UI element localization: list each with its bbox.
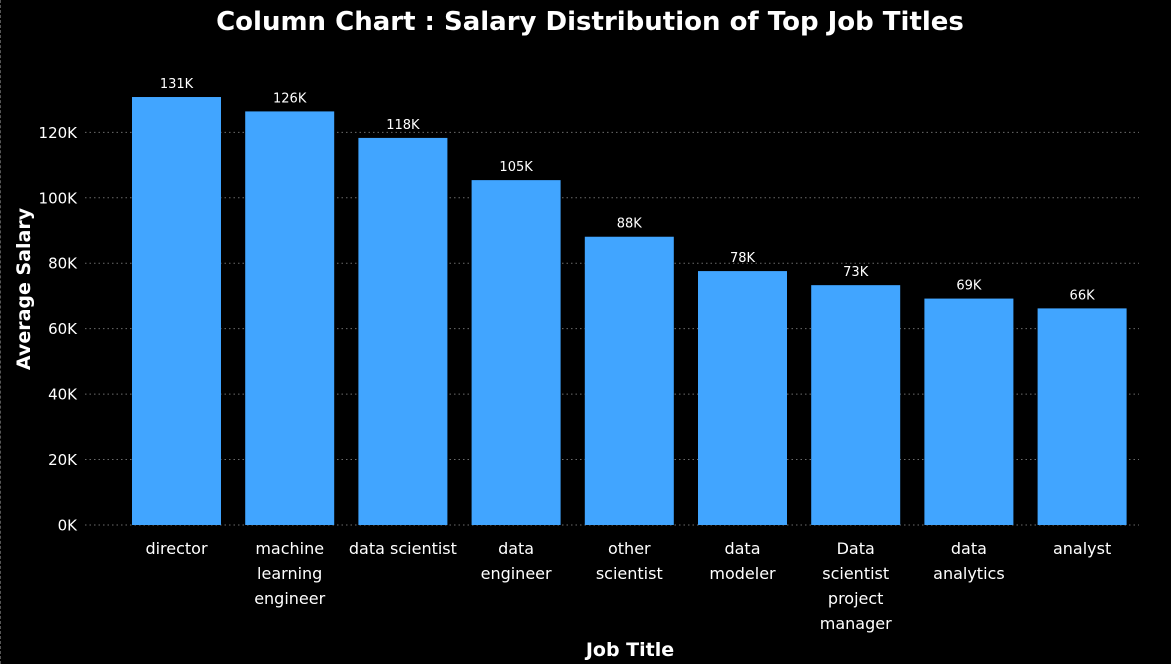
x-axis-title: Job Title (584, 639, 674, 661)
bar (132, 97, 221, 525)
chart-title: Column Chart : Salary Distribution of To… (216, 7, 964, 37)
bars (132, 97, 1127, 525)
data-label: 88K (617, 217, 643, 232)
x-tick-label-line: data (951, 539, 987, 558)
x-tick-label-line: scientist (822, 564, 889, 583)
x-tick-label-line: analytics (933, 564, 1005, 583)
data-label: 118K (386, 118, 420, 133)
data-label: 69K (956, 279, 982, 294)
data-label: 73K (843, 265, 869, 280)
x-tick-label-line: director (145, 539, 208, 558)
x-tick-label: Data scientist project manager (820, 539, 892, 633)
x-tick-label-line: data scientist (349, 539, 457, 558)
y-tick-label: 100K (39, 189, 79, 207)
x-tick-label-line: other (608, 539, 651, 558)
bar (471, 180, 561, 525)
x-tick-label: other scientist (596, 539, 663, 583)
x-tick-label-line: manager (820, 614, 892, 633)
data-label: 66K (1070, 288, 1096, 303)
x-tick-label-line: engineer (481, 564, 552, 583)
x-tick-label-line: data (498, 539, 534, 558)
bar (698, 271, 787, 525)
bar (584, 236, 674, 525)
x-tick-label-line: machine (255, 539, 324, 558)
y-axis-ticks: 0K 20K 40K 60K 80K 100K 120K (39, 124, 79, 535)
bar (924, 298, 1014, 525)
data-label: 78K (730, 251, 756, 266)
x-tick-label: analyst (1053, 539, 1111, 558)
x-axis-categories: director machine learning engineer data scie… (145, 539, 1111, 633)
x-tick-label-line: project (828, 589, 884, 608)
y-tick-label: 120K (39, 124, 79, 142)
x-tick-label-line: analyst (1053, 539, 1111, 558)
bar (811, 285, 901, 525)
data-label: 126K (273, 91, 307, 106)
x-tick-label-line: Data (837, 539, 875, 558)
x-tick-label: data modeler (709, 539, 776, 583)
y-tick-label: 60K (48, 320, 78, 338)
data-label: 105K (499, 160, 533, 175)
y-tick-label: 20K (48, 451, 78, 469)
bar (1037, 308, 1127, 525)
x-tick-label-line: learning (257, 564, 322, 583)
bar (245, 111, 335, 525)
bar (358, 137, 448, 525)
y-tick-label: 0K (58, 517, 79, 535)
y-tick-label: 40K (48, 386, 78, 404)
x-tick-label: data analytics (933, 539, 1005, 583)
x-tick-label: director (145, 539, 208, 558)
data-labels: 131K 126K 118K 105K 88K 78K 73K 69K 66K (160, 77, 1095, 303)
y-tick-label: 80K (48, 255, 78, 273)
data-label: 131K (160, 77, 194, 92)
y-axis-title: Average Salary (13, 207, 35, 370)
x-tick-label: data scientist (349, 539, 457, 558)
x-tick-label-line: modeler (709, 564, 776, 583)
x-tick-label-line: data (724, 539, 760, 558)
x-tick-label: data engineer (481, 539, 552, 583)
x-tick-label: machine learning engineer (254, 539, 325, 608)
x-tick-label-line: scientist (596, 564, 663, 583)
x-tick-label-line: engineer (254, 589, 325, 608)
